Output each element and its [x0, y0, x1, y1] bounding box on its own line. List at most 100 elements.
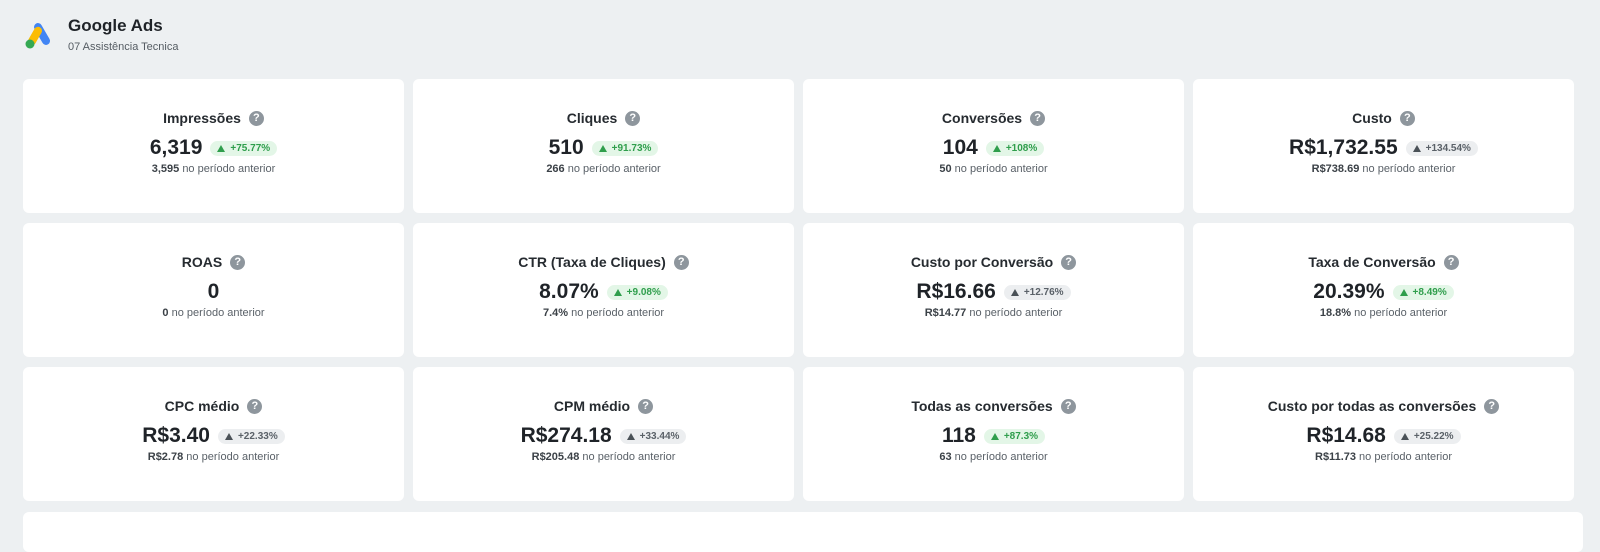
- metric-value-row: 510 +91.73%: [549, 135, 659, 161]
- metric-title-label: ROAS: [181, 254, 223, 270]
- previous-label: no período anterior: [186, 451, 280, 463]
- trend-up-icon: [626, 432, 635, 440]
- metric-title-label: Custo por todas as conversões: [1267, 398, 1477, 414]
- previous-value: 63: [939, 451, 952, 463]
- previous-value: 18.8%: [1319, 307, 1352, 319]
- previous-label: no período anterior: [182, 163, 276, 175]
- metric-value: 104: [942, 136, 978, 159]
- change-badge: +8.49%: [1392, 284, 1454, 300]
- change-value: +75.77%: [230, 142, 271, 154]
- metric-title-label: Taxa de Conversão: [1308, 254, 1436, 270]
- previous-value: 3,595: [151, 163, 180, 175]
- change-value: +25.22%: [1413, 430, 1454, 442]
- metric-card: Custo por Conversão? R$16.66 +12.76% R$14.7…: [803, 223, 1184, 357]
- metric-value: R$16.66: [916, 280, 996, 303]
- previous-period: R$2.78 no período anterior: [148, 451, 280, 463]
- change-badge: +75.77%: [210, 140, 278, 156]
- help-icon[interactable]: ?: [230, 254, 246, 270]
- metric-card: CPM médio? R$274.18 +33.44% R$205.48 no per…: [413, 367, 794, 501]
- metric-value: 118: [941, 424, 976, 447]
- metric-value-row: 20.39% +8.49%: [1313, 279, 1454, 305]
- metric-card: Cliques? 510 +91.73% 266 no período anterio…: [413, 79, 794, 213]
- trend-up-icon: [1010, 288, 1019, 296]
- metric-card: ROAS? 0 0 no período anterior: [23, 223, 404, 357]
- metric-title: Conversões?: [942, 109, 1046, 127]
- help-icon[interactable]: ?: [248, 110, 264, 126]
- previous-value: R$11.73: [1315, 451, 1356, 463]
- google-ads-logo-icon: [24, 20, 54, 54]
- help-icon[interactable]: ?: [673, 254, 689, 270]
- trend-up-icon: [990, 432, 999, 440]
- metric-value-row: R$3.40 +22.33%: [142, 423, 285, 449]
- change-value: +87.3%: [1003, 430, 1039, 442]
- metric-title-label: Custo: [1352, 110, 1392, 126]
- change-badge: +91.73%: [591, 140, 659, 156]
- metric-title: Impressões?: [163, 109, 264, 127]
- help-icon[interactable]: ?: [638, 398, 654, 414]
- previous-label: no período anterior: [171, 307, 265, 319]
- previous-period: R$11.73 no período anterior: [1315, 451, 1452, 463]
- change-badge: +87.3%: [983, 428, 1046, 444]
- previous-period: 0 no período anterior: [162, 307, 264, 319]
- metric-value-row: 8.07% +9.08%: [539, 279, 668, 305]
- help-icon[interactable]: ?: [625, 110, 641, 126]
- change-value: +91.73%: [611, 142, 652, 154]
- help-icon[interactable]: ?: [1443, 254, 1459, 270]
- metric-value: R$1,732.55: [1289, 136, 1398, 159]
- metric-card: Conversões? 104 +108% 50 no período anterio…: [803, 79, 1184, 213]
- previous-label: no período anterior: [1354, 307, 1448, 319]
- trend-up-icon: [613, 288, 622, 296]
- previous-period: 63 no período anterior: [939, 451, 1047, 463]
- metric-title-label: CPM médio: [553, 398, 631, 414]
- help-icon[interactable]: ?: [1484, 398, 1500, 414]
- metric-card: Custo por todas as conversões? R$14.68 +25…: [1193, 367, 1574, 501]
- previous-period: R$205.48 no período anterior: [532, 451, 676, 463]
- change-value: +134.54%: [1425, 142, 1471, 154]
- metric-title: Custo por todas as conversões?: [1268, 397, 1500, 415]
- previous-value: 7.4%: [542, 307, 569, 319]
- previous-label: no período anterior: [567, 163, 661, 175]
- previous-value: 50: [939, 163, 952, 175]
- metric-value-row: R$16.66 +12.76%: [916, 279, 1071, 305]
- help-icon[interactable]: ?: [1061, 254, 1077, 270]
- app-title: Google Ads: [68, 16, 163, 35]
- trend-up-icon: [992, 144, 1001, 152]
- metric-value-row: 6,319 +75.77%: [150, 135, 278, 161]
- change-value: +22.33%: [237, 430, 278, 442]
- change-value: +9.08%: [626, 286, 661, 298]
- metric-title: CTR (Taxa de Cliques)?: [518, 253, 689, 271]
- metric-card: CTR (Taxa de Cliques)? 8.07% +9.08% 7.4% no…: [413, 223, 794, 357]
- previous-label: no período anterior: [1359, 451, 1452, 463]
- change-value: +12.76%: [1023, 286, 1064, 298]
- previous-period: 18.8% no período anterior: [1320, 307, 1447, 319]
- metric-card: Taxa de Conversão? 20.39% +8.49% 18.8% no p…: [1193, 223, 1574, 357]
- change-value: +33.44%: [639, 430, 680, 442]
- bottom-panel: [23, 512, 1583, 552]
- previous-label: no período anterior: [1362, 163, 1456, 175]
- metric-title-label: CPC médio: [164, 398, 240, 414]
- change-value: +108%: [1005, 142, 1038, 154]
- change-badge: +33.44%: [619, 428, 687, 444]
- metric-title: Taxa de Conversão?: [1308, 253, 1459, 271]
- help-icon[interactable]: ?: [1060, 398, 1076, 414]
- previous-label: no período anterior: [969, 307, 1063, 319]
- previous-value: R$14.77: [924, 307, 967, 319]
- trend-up-icon: [1399, 288, 1408, 296]
- trend-up-icon: [1412, 144, 1421, 152]
- change-badge: +108%: [985, 140, 1045, 156]
- metric-card: Impressões? 6,319 +75.77% 3,595 no período …: [23, 79, 404, 213]
- account-name: 07 Assistência Tecnica: [68, 41, 179, 53]
- previous-period: 266 no período anterior: [546, 163, 660, 175]
- help-icon[interactable]: ?: [1030, 110, 1046, 126]
- previous-label: no período anterior: [954, 451, 1048, 463]
- previous-period: 50 no período anterior: [939, 163, 1047, 175]
- metric-value: 20.39%: [1313, 280, 1385, 303]
- help-icon[interactable]: ?: [1399, 110, 1415, 126]
- previous-period: 7.4% no período anterior: [543, 307, 664, 319]
- metric-title-label: Cliques: [566, 110, 618, 126]
- metric-value-row: R$274.18 +33.44%: [521, 423, 687, 449]
- metric-value: R$274.18: [520, 424, 612, 447]
- metric-card: CPC médio? R$3.40 +22.33% R$2.78 no período…: [23, 367, 404, 501]
- help-icon[interactable]: ?: [247, 398, 263, 414]
- metric-title-label: Custo por Conversão: [910, 254, 1054, 270]
